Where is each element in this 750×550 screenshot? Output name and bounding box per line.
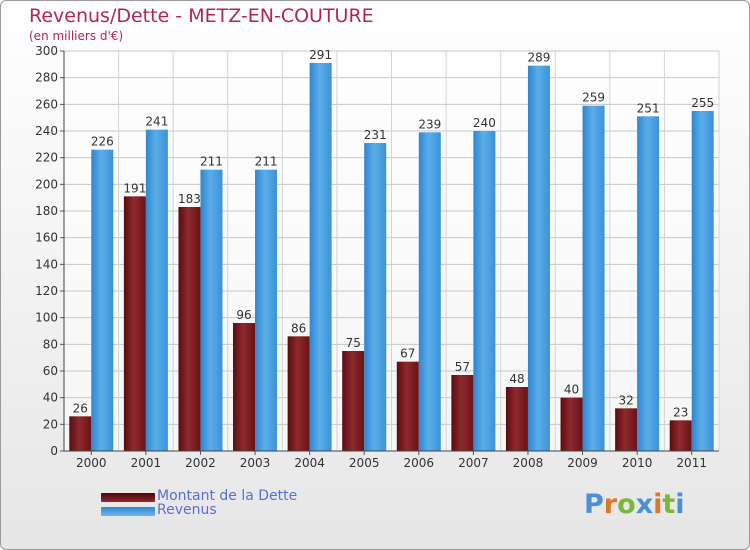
bar-revenus — [91, 149, 114, 451]
bar-dette — [178, 207, 201, 451]
data-label-revenus: 231 — [364, 128, 387, 142]
data-label-dette: 57 — [455, 360, 470, 374]
y-tick-label: 240 — [35, 124, 58, 138]
y-tick-label: 260 — [35, 97, 58, 111]
logo-letter: x — [635, 489, 654, 520]
bar-dette — [69, 416, 92, 451]
logo-letter: r — [603, 489, 618, 520]
data-label-dette: 96 — [236, 308, 251, 322]
x-tick-label: 2008 — [513, 456, 544, 470]
x-tick-label: 2003 — [240, 456, 271, 470]
legend-label-dette: Montant de la Dette — [157, 488, 298, 504]
y-tick-label: 120 — [35, 284, 58, 298]
proxiti-logo: Proxiti — [584, 489, 685, 520]
x-tick-label: 2005 — [349, 456, 380, 470]
bar-dette — [123, 196, 146, 451]
y-tick-label: 100 — [35, 311, 58, 325]
data-label-dette: 48 — [509, 372, 524, 386]
y-tick-label: 80 — [43, 337, 58, 351]
x-tick-label: 2010 — [622, 456, 653, 470]
data-label-revenus: 255 — [691, 96, 714, 110]
logo-letter: P — [584, 489, 604, 520]
legend-label-revenus: Revenus — [157, 502, 217, 518]
x-tick-label: 2004 — [294, 456, 325, 470]
y-tick-label: 0 — [50, 444, 58, 458]
legend-swatch-dette — [101, 493, 155, 502]
bar-dette — [451, 375, 474, 451]
bar-dette — [287, 336, 310, 451]
data-label-dette: 23 — [673, 405, 688, 419]
bar-dette — [342, 351, 365, 451]
chart-title: Revenus/Dette - METZ-EN-COUTURE — [29, 5, 374, 27]
bar-revenus — [418, 132, 441, 452]
bar-dette — [615, 408, 638, 451]
bar-dette — [505, 387, 528, 451]
bar-revenus — [364, 143, 387, 451]
data-label-revenus: 289 — [528, 51, 551, 65]
data-label-revenus: 291 — [309, 48, 332, 62]
y-tick-label: 180 — [35, 204, 58, 218]
logo-letter: i — [653, 489, 663, 520]
bar-revenus — [473, 131, 496, 451]
logo-letter: t — [662, 489, 676, 520]
x-tick-label: 2000 — [76, 456, 107, 470]
bars-layer — [69, 63, 714, 452]
bar-revenus — [582, 105, 605, 452]
x-tick-label: 2009 — [567, 456, 598, 470]
x-tick-label: 2001 — [131, 456, 162, 470]
x-tick-label: 2011 — [676, 456, 707, 470]
bar-revenus — [637, 116, 660, 451]
data-label-dette: 183 — [178, 192, 201, 206]
y-tick-label: 280 — [35, 71, 58, 85]
data-label-revenus: 211 — [200, 155, 223, 169]
bar-revenus — [255, 169, 278, 451]
y-tick-label: 20 — [43, 417, 58, 431]
labels-layer: 26 226 191 241 183 211 96 211 86 291 75 231 67 239 57 2… — [73, 48, 715, 419]
y-tick-label: 220 — [35, 151, 58, 165]
data-label-revenus: 251 — [637, 101, 660, 115]
data-label-dette: 86 — [291, 321, 306, 335]
data-label-dette: 26 — [73, 401, 88, 415]
data-label-revenus: 259 — [582, 91, 605, 105]
y-tick-label: 200 — [35, 177, 58, 191]
bar-dette — [669, 420, 692, 451]
bar-dette — [233, 323, 256, 451]
data-label-dette: 191 — [123, 181, 146, 195]
data-label-revenus: 240 — [473, 116, 496, 130]
bar-revenus — [145, 129, 168, 451]
y-tick-label: 300 — [35, 44, 58, 58]
y-tick-label: 40 — [43, 391, 58, 405]
bar-revenus — [691, 111, 714, 451]
x-tick-label: 2007 — [458, 456, 489, 470]
data-label-dette: 40 — [564, 383, 579, 397]
data-label-revenus: 239 — [418, 117, 441, 131]
data-label-dette: 32 — [618, 393, 633, 407]
y-tick-label: 160 — [35, 231, 58, 245]
legend-swatch-revenus — [101, 507, 155, 516]
bar-revenus — [200, 169, 223, 451]
data-label-revenus: 226 — [91, 135, 114, 149]
data-label-revenus: 211 — [255, 155, 278, 169]
logo-letter: i — [675, 489, 685, 520]
bar-dette — [396, 361, 419, 451]
logo-letter: o — [617, 489, 636, 520]
data-label-dette: 75 — [346, 336, 361, 350]
y-tick-label: 60 — [43, 364, 58, 378]
x-tick-label: 2006 — [404, 456, 435, 470]
axis-layer: 0 20 40 60 80 100 120 140 160 180 200 220 240 260 280 3… — [35, 44, 719, 470]
data-label-revenus: 241 — [145, 115, 168, 129]
bar-dette — [560, 397, 583, 451]
x-tick-label: 2002 — [185, 456, 216, 470]
bar-revenus — [527, 65, 550, 452]
bar-revenus — [309, 63, 332, 451]
y-tick-label: 140 — [35, 257, 58, 271]
data-label-dette: 67 — [400, 347, 415, 361]
chart-subtitle: (en milliers d'€) — [29, 29, 124, 43]
